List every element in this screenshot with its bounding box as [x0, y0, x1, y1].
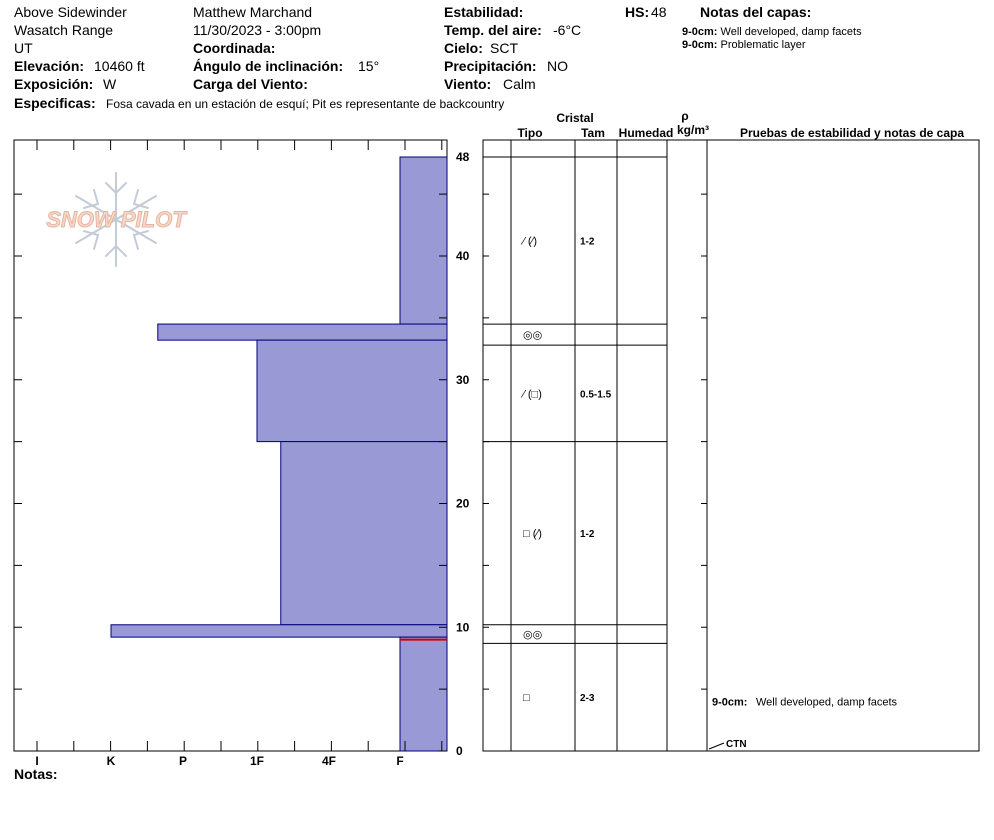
hardness-tick-label: P [179, 754, 187, 768]
layer-notes-title: Notas del capas: [700, 4, 812, 20]
snowpilot-logo: SNOW PILOT [46, 172, 188, 267]
range-name: Wasatch Range [14, 22, 114, 38]
slope-label: Ángulo de inclinación: [193, 58, 344, 74]
layer-note-1-range: 9-0cm: [682, 26, 718, 38]
sky-label: Cielo: [444, 40, 483, 56]
crystal-type: □ (⁄) [523, 528, 542, 540]
hardness-bar [110, 624, 448, 638]
observation-datetime: 11/30/2023 - 3:00pm [193, 22, 322, 38]
hardness-bar [256, 339, 448, 443]
crystal-size: 1-2 [580, 529, 595, 540]
elevation-label: Elevación: [14, 58, 85, 74]
test-notes: 9-0cm: Well developed, damp facets CTN [708, 697, 898, 750]
layer-note-1-text: Well developed, damp facets [720, 26, 862, 38]
location-name: Above Sidewinder [14, 4, 127, 20]
notes-label: Notas: [14, 766, 58, 782]
aspect-value: W [103, 76, 117, 92]
col-size: Tam [581, 126, 605, 140]
crystal-size: 0.5-1.5 [580, 389, 612, 400]
wind-label: Viento: [444, 76, 492, 92]
test-note-range: 9-0cm: [712, 697, 747, 709]
hardness-tick-label: K [107, 754, 116, 768]
depth-tick-label: 40 [456, 249, 470, 263]
stability-label: Estabilidad: [444, 4, 524, 20]
col-rho: ρ [681, 109, 688, 123]
crystal-type: ⁄ (⁄) [520, 236, 537, 248]
layer-note-1: 9-0cm: Well developed, damp facets [682, 24, 862, 40]
crystal-type: ◎◎ [523, 330, 542, 342]
air-temp-label: Temp. del aire: [444, 22, 542, 38]
logo-text: SNOW PILOT [46, 207, 187, 232]
layer-table-frame [482, 139, 980, 752]
aspect-label: Exposición: [14, 76, 94, 92]
crystal-type: ⁄ (□) [520, 388, 542, 400]
precip-label: Precipitación: [444, 58, 537, 74]
depth-tick-label: 0 [456, 744, 463, 758]
sky-value: SCT [490, 40, 518, 56]
col-type: Tipo [517, 126, 542, 140]
coordinate-label: Coordinada: [193, 40, 276, 56]
hardness-tick-label: 4F [322, 754, 336, 768]
hardness-axis-ticks: I K P 1F 4F F [35, 140, 443, 768]
col-density-unit: kg/m³ [677, 123, 709, 137]
col-moisture: Humedad [619, 126, 674, 140]
crystal-type: ◎◎ [523, 629, 542, 641]
layer-note-2: 9-0cm: Problematic layer [682, 37, 806, 53]
hardness-tick-label: I [35, 754, 38, 768]
hs-label: HS: [625, 4, 650, 20]
layer-note-2-range: 9-0cm: [682, 39, 718, 51]
depth-axis: 0 10 20 30 40 48 [14, 150, 707, 758]
hardness-tick-label: 1F [250, 754, 264, 768]
specifics-label: Especificas: [14, 95, 96, 111]
depth-tick-label: 30 [456, 373, 470, 387]
hardness-bar [399, 636, 448, 752]
observer-name: Matthew Marchand [193, 4, 313, 20]
wind-value: Calm [503, 76, 536, 92]
layer-rows: ⁄ (⁄) 1-2 ◎◎ ⁄ (□) 0.5-1.5 □ (⁄) 1-2 ◎◎ □ 2-3 [483, 156, 667, 704]
test-note-text: Well developed, damp facets [756, 697, 898, 709]
crystal-size: 2-3 [580, 693, 595, 704]
hardness-bar [399, 156, 448, 325]
hs-value: 48 [651, 4, 667, 20]
wind-load-label: Carga del Viento: [193, 76, 308, 92]
test-result-arrow [708, 742, 725, 750]
air-temp-value: -6°C [553, 22, 582, 38]
hardness-tick-label: F [396, 754, 403, 768]
hardness-bar [157, 323, 448, 341]
depth-tick-label: 20 [456, 497, 470, 511]
precip-value: NO [547, 58, 568, 74]
depth-tick-label: 48 [456, 150, 470, 164]
col-crystal: Cristal [556, 111, 593, 125]
elevation-value: 10460 ft [94, 58, 145, 74]
test-result-label: CTN [726, 739, 747, 750]
crystal-type: □ [523, 692, 530, 704]
depth-tick-label: 10 [456, 620, 470, 634]
slope-value: 15° [358, 58, 380, 74]
layer-note-2-text: Problematic layer [720, 39, 806, 51]
crystal-size: 1-2 [580, 237, 595, 248]
hardness-bar [280, 441, 448, 626]
specifics-value: Fosa cavada en un estación de esquí; Pit… [106, 97, 505, 111]
state-name: UT [14, 40, 33, 56]
col-tests: Pruebas de estabilidad y notas de capa [740, 126, 964, 140]
hardness-bars [110, 156, 448, 752]
layer-table: Cristal Tipo Tam Humedad ρ kg/m³ Pruebas… [482, 109, 980, 752]
